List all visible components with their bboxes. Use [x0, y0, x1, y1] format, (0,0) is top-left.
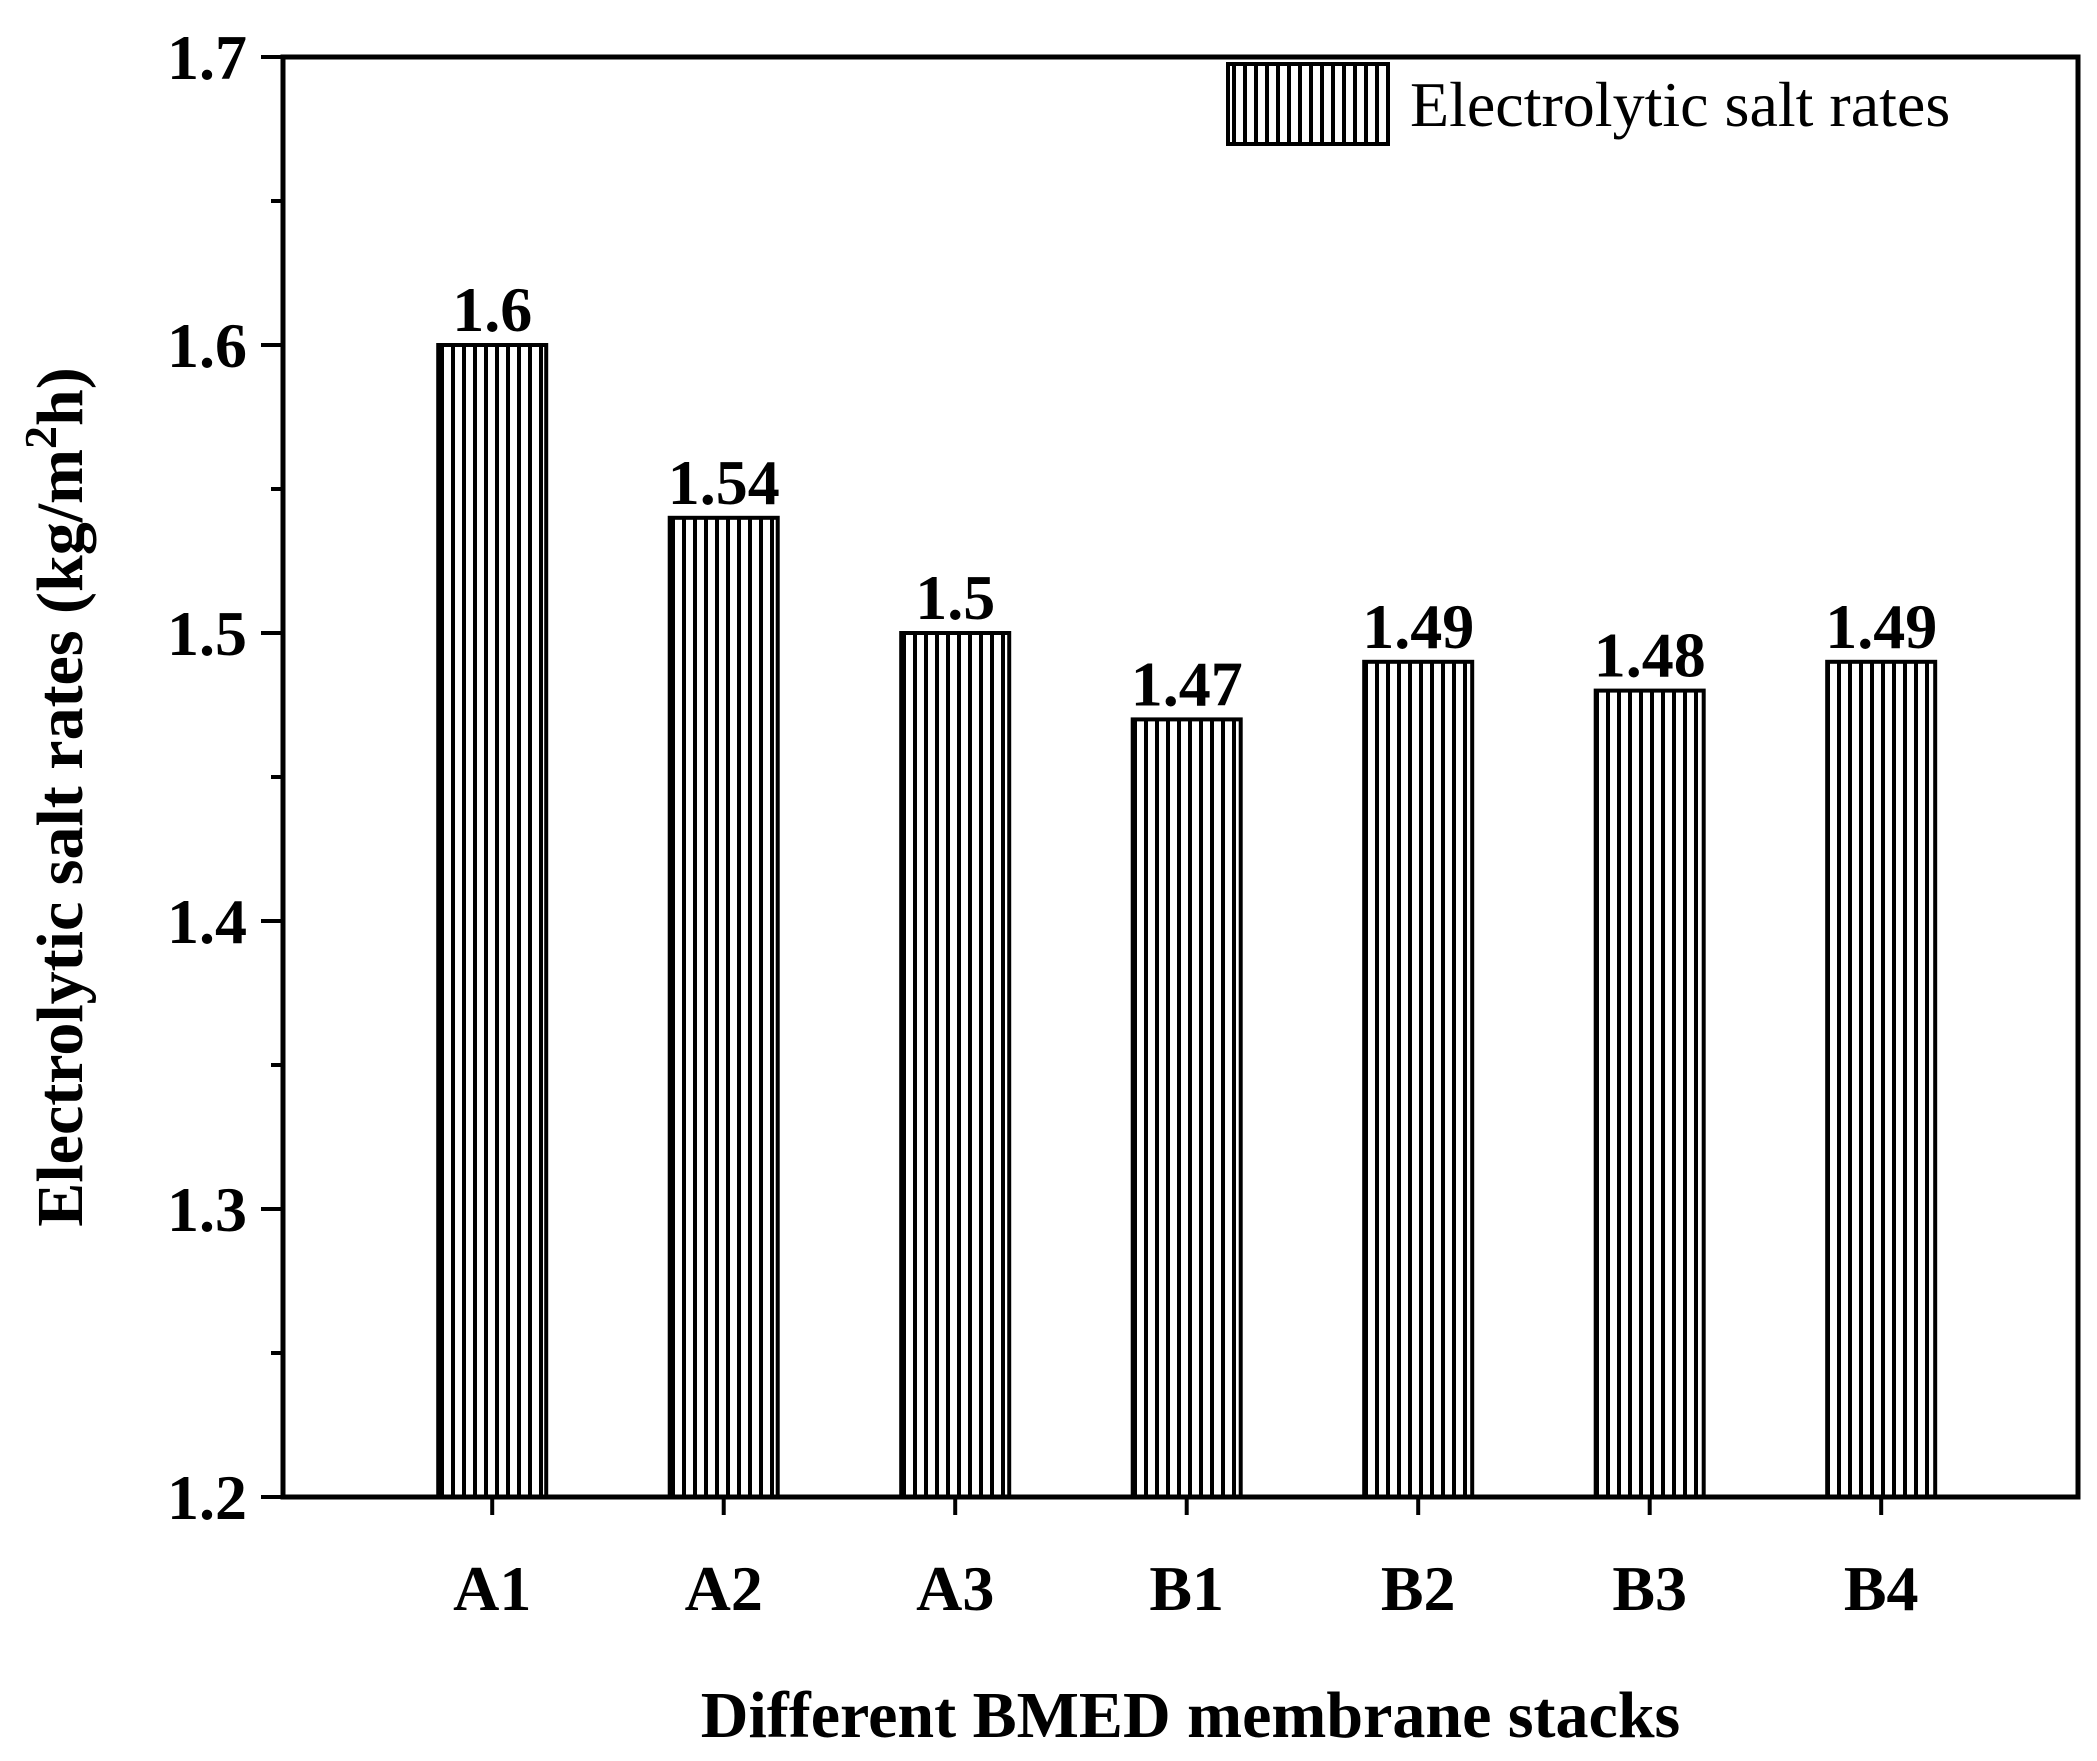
value-label-b1: 1.47	[1131, 648, 1243, 719]
y-axis-title-main: Electrolytic salt rates (kg/m	[24, 449, 97, 1227]
y-axis-title-suffix: h)	[24, 367, 97, 426]
bar-b3	[1593, 688, 1706, 1499]
x-tick-label-a1: A1	[453, 1553, 531, 1624]
y-tick-label-1-5: 1.5	[167, 598, 247, 669]
value-label-b4: 1.49	[1825, 591, 1937, 662]
legend-swatch	[1226, 62, 1390, 146]
bar-b1	[1130, 717, 1243, 1499]
value-label-a3: 1.5	[915, 562, 995, 633]
x-tick-label-a2: A2	[685, 1553, 763, 1624]
y-axis-title: Electrolytic salt rates (kg/m2h)	[15, 367, 97, 1226]
bar-a3	[899, 631, 1012, 1499]
value-label-b3: 1.48	[1594, 620, 1706, 691]
legend-label: Electrolytic salt rates	[1410, 69, 1950, 140]
x-tick-label-b1: B1	[1149, 1553, 1224, 1624]
x-tick-label-b2: B2	[1381, 1553, 1456, 1624]
y-tick-label-1-7: 1.7	[167, 22, 247, 93]
x-tick-label-b3: B3	[1612, 1553, 1687, 1624]
y-tick-label-1-2: 1.2	[167, 1462, 247, 1533]
y-axis-title-superscript: 2	[15, 426, 66, 449]
labels-layer: 1.6 A1 1.54 A2 1.5 A3 1.47 B1 1.49 B2 1.48 B3 1.49 B4…	[167, 22, 1937, 1624]
x-axis-title: Different BMED membrane stacks	[701, 1679, 1680, 1752]
axes-layer	[261, 54, 2081, 1515]
bar-b4	[1825, 659, 1938, 1499]
x-tick-label-a3: A3	[916, 1553, 994, 1624]
value-label-b2: 1.49	[1362, 591, 1474, 662]
bar-a2	[667, 515, 780, 1499]
bars-layer	[436, 343, 1938, 1499]
bar-b2	[1362, 659, 1475, 1499]
value-label-a2: 1.54	[668, 447, 780, 518]
value-label-a1: 1.6	[452, 274, 532, 345]
y-tick-label-1-4: 1.4	[167, 886, 247, 957]
x-tick-label-b4: B4	[1844, 1553, 1919, 1624]
bar-a1	[436, 343, 549, 1499]
y-tick-label-1-3: 1.3	[167, 1174, 247, 1245]
y-tick-label-1-6: 1.6	[167, 310, 247, 381]
legend: Electrolytic salt rates	[1226, 62, 1950, 146]
